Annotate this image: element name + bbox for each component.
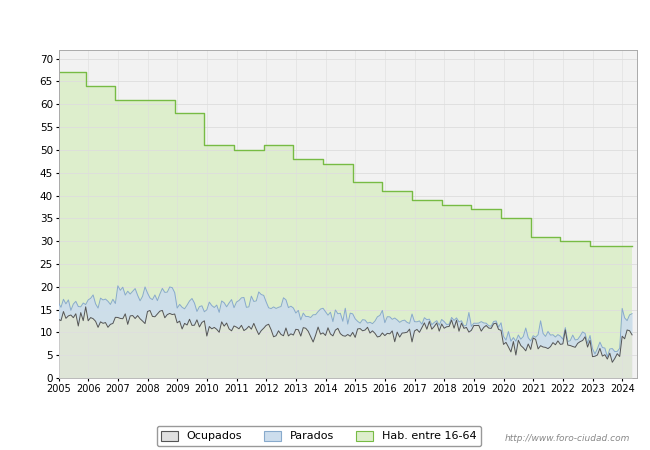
Text: Villaveza de Valverde - Evolucion de la poblacion en edad de Trabajar Mayo de 20: Villaveza de Valverde - Evolucion de la … [84, 15, 566, 25]
Text: http://www.foro-ciudad.com: http://www.foro-ciudad.com [505, 434, 630, 443]
Legend: Ocupados, Parados, Hab. entre 16-64: Ocupados, Parados, Hab. entre 16-64 [157, 426, 481, 446]
